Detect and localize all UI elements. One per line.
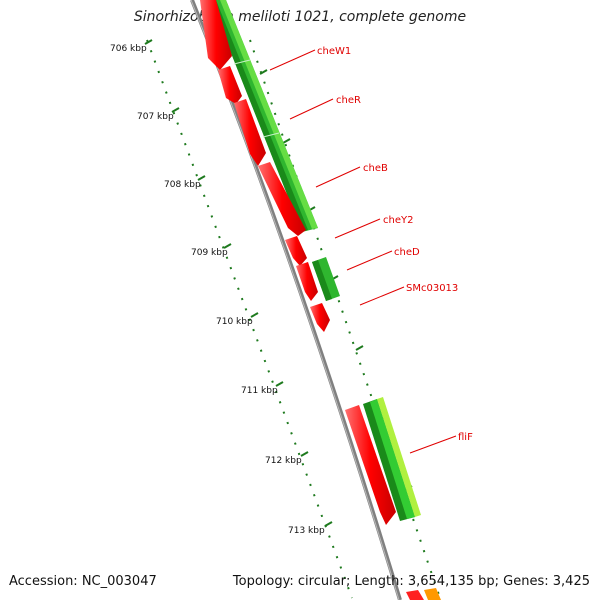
tick-label: 709 kbp	[191, 248, 228, 258]
cds-green-band-light	[220, 0, 318, 229]
gene-label-cheB: cheB	[363, 163, 388, 174]
cds-green-fliF-mid	[370, 399, 415, 519]
red-gene-SMc03013	[310, 303, 330, 332]
cds-orange-fragment	[424, 588, 441, 600]
gene-label-fliF: fliF	[458, 432, 473, 443]
cds-red-fragment	[406, 590, 424, 600]
gene-label-cheY2: cheY2	[383, 215, 413, 226]
tick-label: 706 kbp	[110, 44, 147, 54]
red-gene-fliF	[345, 405, 396, 525]
red-genes[interactable]	[200, 0, 396, 525]
inner-tick-track	[146, 39, 353, 599]
cds-green-band-dark	[210, 0, 308, 232]
tick-label: 710 kbp	[216, 317, 253, 327]
gene-label-cheW1: cheW1	[317, 46, 351, 57]
cds-green-cheD-dark	[312, 260, 332, 301]
gene-label-SMc03013: SMc03013	[406, 283, 458, 294]
tick-label: 713 kbp	[288, 526, 325, 536]
red-gene-cheB-a	[234, 99, 266, 166]
tick-label: 707 kbp	[137, 112, 174, 122]
red-gene-cheY2	[285, 236, 307, 266]
tick-label: 708 kbp	[164, 180, 201, 190]
tick-labels: 706 kbp 707 kbp 708 kbp 709 kbp 710 kbp …	[110, 44, 325, 536]
red-gene-cheR	[218, 66, 242, 104]
gene-label-cheD: cheD	[394, 247, 420, 258]
red-gene-cheB-b	[258, 162, 306, 236]
red-gene-cheW1	[200, 0, 232, 70]
tick-label: 711 kbp	[241, 386, 278, 396]
red-gene-cheD	[296, 262, 318, 301]
cds-divider	[262, 132, 280, 138]
genome-backbone-highlight	[190, 0, 400, 600]
cds-divider	[233, 59, 251, 65]
topology-text: Topology: circular; Length: 3,654,135 bp…	[232, 574, 590, 589]
genome-backbone	[190, 0, 402, 600]
label-leaders	[269, 49, 457, 454]
cds-yellowgreen-fliF	[377, 397, 421, 517]
accession-text: Accession: NC_003047	[9, 574, 157, 589]
gene-label-cheR: cheR	[336, 95, 361, 106]
gene-labels: cheW1 cheR cheB cheY2 cheD SMc03013 fliF	[317, 46, 473, 443]
tick-label: 712 kbp	[265, 456, 302, 466]
